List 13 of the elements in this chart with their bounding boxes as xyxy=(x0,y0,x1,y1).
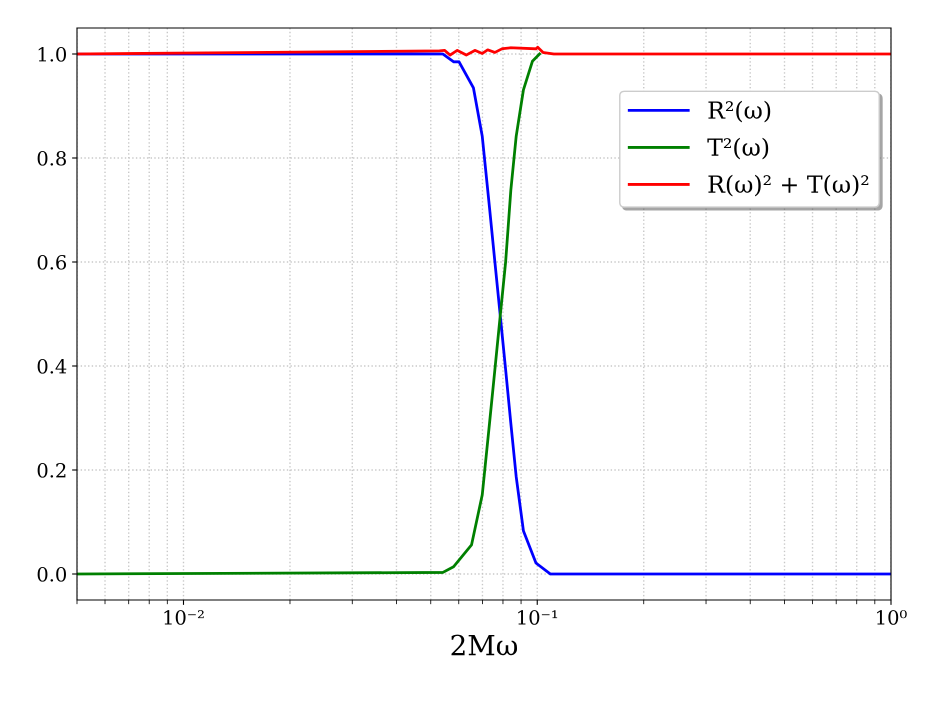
y-tick-label: 0.8 xyxy=(38,150,66,166)
y-tick-label: 0.4 xyxy=(38,358,66,374)
x-tick-label: 10⁻¹ xyxy=(518,610,558,625)
x-tick-label: 10⁰ xyxy=(877,610,907,625)
legend-label: R(ω)² + T(ω)² xyxy=(708,174,868,196)
x-axis-title: 2Mω xyxy=(452,634,518,656)
y-tick-label: 0.0 xyxy=(38,566,66,582)
y-tick-label: 0.6 xyxy=(38,254,66,270)
x-tick-label: 10⁻² xyxy=(164,610,204,625)
y-tick-label: 0.2 xyxy=(38,462,66,478)
y-tick-label: 1.0 xyxy=(38,46,66,62)
legend-label: T²(ω) xyxy=(707,138,768,160)
legend-label: R²(ω) xyxy=(708,100,770,122)
